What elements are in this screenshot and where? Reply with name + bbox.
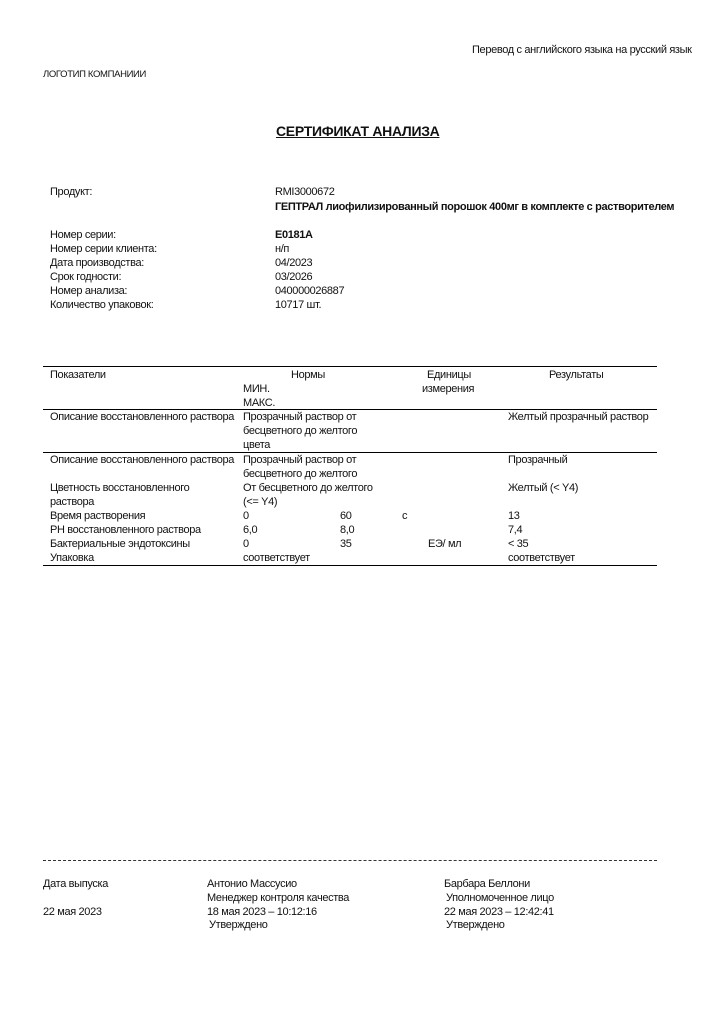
product-code: RMI3000672	[275, 186, 335, 198]
field-value: 03/2026	[275, 271, 313, 283]
header-units: Единицы	[427, 369, 471, 381]
row-param: Упаковка	[50, 552, 94, 564]
release-label: Дата выпуска	[43, 878, 108, 890]
footer-divider	[43, 860, 657, 861]
row-norm: От бесцветного до желтого (<= Y4)	[243, 482, 373, 508]
row-rule	[43, 409, 657, 410]
company-logo-placeholder: ЛОГОТИП КОМПАНИИИ	[43, 69, 147, 80]
field-label: Количество упаковок:	[50, 299, 154, 311]
table-bottom-rule	[43, 565, 657, 566]
row-result: соответствует	[508, 552, 575, 564]
signer-name: Антонио Массусио	[207, 878, 297, 890]
row-min: 6,0	[243, 524, 258, 536]
row-max: 8,0	[340, 524, 355, 536]
row-min: 0	[243, 510, 249, 522]
signer-datetime: 22 мая 2023 – 12:42:41	[444, 906, 554, 918]
release-date: 22 мая 2023	[43, 906, 102, 918]
row-unit: с	[402, 510, 408, 522]
signer-datetime: 18 мая 2023 – 10:12:16	[207, 906, 317, 918]
row-result: 7,4	[508, 524, 523, 536]
field-label: Дата производства:	[50, 257, 144, 269]
signer-name: Барбара Беллони	[444, 878, 530, 890]
field-value: н/п	[275, 243, 290, 255]
row-param: Цветность восстановленного раствора	[50, 482, 190, 508]
row-unit: ЕЭ/ мл	[428, 538, 462, 550]
row-result: Желтый (< Y4)	[508, 482, 579, 494]
row-max: 35	[340, 538, 352, 550]
translation-note: Перевод с английского языка на русский я…	[472, 44, 692, 56]
field-value: 040000026887	[275, 285, 345, 297]
product-name: ГЕПТРАЛ лиофилизированный порошок 400мг …	[275, 201, 675, 213]
product-label: Продукт:	[50, 186, 93, 198]
field-label: Номер серии:	[50, 229, 116, 241]
row-param: Описание восстановленного раствора	[50, 454, 235, 466]
row-param: Время растворения	[50, 510, 146, 522]
field-label: Номер серии клиента:	[50, 243, 157, 255]
row-norm: соответствует	[243, 552, 310, 564]
header-results: Результаты	[549, 369, 604, 381]
header-max: МАКС.	[243, 397, 276, 409]
row-param: PH восстановленного раствора	[50, 524, 201, 536]
signer-status: Утверждено	[446, 919, 505, 931]
row-rule	[43, 452, 657, 453]
row-max: 60	[340, 510, 352, 522]
header-norms: Нормы	[291, 369, 325, 381]
row-param: Бактериальные эндотоксины	[50, 538, 190, 550]
field-value: E0181A	[275, 229, 313, 241]
signer-status: Утверждено	[209, 919, 268, 931]
header-min: МИН.	[243, 383, 270, 395]
field-value: 04/2023	[275, 257, 313, 269]
row-result: Прозрачный	[508, 454, 568, 466]
table-top-rule	[43, 366, 657, 367]
field-label: Номер анализа:	[50, 285, 128, 297]
row-result: < 35	[508, 538, 529, 550]
row-norm: Прозрачный раствор от бесцветного до жел…	[243, 454, 358, 480]
row-result: Желтый прозрачный раствор	[508, 411, 649, 423]
signer-role: Уполномоченное лицо	[446, 892, 554, 904]
row-min: 0	[243, 538, 249, 550]
row-result: 13	[508, 510, 520, 522]
signer-role: Менеджер контроля качества	[207, 892, 350, 904]
header-param: Показатели	[50, 369, 106, 381]
row-param: Описание восстановленного раствора	[50, 411, 235, 423]
header-units: измерения	[422, 383, 475, 395]
field-label: Срок годности:	[50, 271, 122, 283]
row-norm: Прозрачный раствор от бесцветного до жел…	[243, 411, 358, 451]
field-value: 10717 шт.	[275, 299, 322, 311]
page-title: СЕРТИФИКАТ АНАЛИЗА	[276, 123, 440, 139]
